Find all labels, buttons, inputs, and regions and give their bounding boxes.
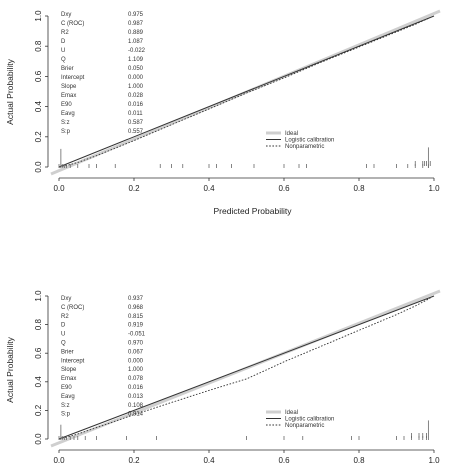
x-axis-title: Predicted Probability xyxy=(214,206,293,216)
stat-value: 0.557 xyxy=(128,129,144,135)
stat-value: -0.022 xyxy=(128,48,146,54)
nonparametric-line xyxy=(58,297,431,440)
x-tick-label: 0.8 xyxy=(353,456,365,465)
stat-value: 0.016 xyxy=(128,385,144,391)
stat-value: 0.028 xyxy=(128,93,144,99)
stat-value: 0.013 xyxy=(128,394,144,400)
y-tick-label: 0.8 xyxy=(34,318,43,330)
y-axis-title: Actual Probability xyxy=(5,336,15,402)
stat-value: 0.975 xyxy=(128,12,144,18)
stat-value: 1.109 xyxy=(128,57,144,63)
legend-entry: Ideal xyxy=(285,131,298,137)
stat-value: 0.016 xyxy=(128,102,144,108)
stat-label: R2 xyxy=(61,314,69,320)
legend-entry: Ideal xyxy=(285,410,298,416)
stat-label: S:p xyxy=(61,129,71,135)
y-tick-label: 0.6 xyxy=(34,347,43,359)
stat-value: 0.968 xyxy=(128,305,144,311)
x-tick-label: 0.6 xyxy=(278,184,290,193)
stat-label: S:z xyxy=(61,403,70,409)
stat-value: 0.919 xyxy=(128,323,144,329)
stat-value: 1.087 xyxy=(128,39,144,45)
stat-value: 0.987 xyxy=(128,21,144,27)
stat-value: 0.078 xyxy=(128,376,144,382)
x-tick-label: 0.2 xyxy=(128,184,140,193)
ideal-line xyxy=(50,9,441,176)
stat-label: Intercept xyxy=(61,75,85,81)
y-tick-label: 1.0 xyxy=(34,290,43,302)
stat-value: 0.000 xyxy=(128,358,144,364)
stat-value: 0.937 xyxy=(128,296,144,302)
stat-label: E90 xyxy=(61,102,72,108)
x-tick-label: 1.0 xyxy=(428,184,440,193)
stat-label: S:z xyxy=(61,120,70,126)
legend-entry: Logistic calibration xyxy=(285,417,334,423)
stat-label: Q xyxy=(61,341,66,347)
stat-value: 0.011 xyxy=(128,111,143,117)
y-tick-label: 0.8 xyxy=(34,40,43,52)
stat-label: D xyxy=(61,323,66,329)
stat-label: R2 xyxy=(61,30,69,36)
y-tick-label: 0.2 xyxy=(34,404,43,416)
y-axis-title: Actual Probability xyxy=(5,58,15,124)
stat-value: -0.051 xyxy=(128,332,146,338)
x-tick-label: 1.0 xyxy=(428,456,440,465)
stat-label: Q xyxy=(61,57,66,63)
x-tick-label: 0.0 xyxy=(53,456,65,465)
stat-label: C (ROC) xyxy=(61,305,84,311)
stat-label: E90 xyxy=(61,385,72,391)
stat-value: 0.050 xyxy=(128,66,144,72)
stat-label: C (ROC) xyxy=(61,21,84,27)
calibration-panel-2: 0.0 0.2 0.4 0.6 0.8 1.0 0.0 0.2 0.4 0.6 0.8 1.0 Actu… xyxy=(5,289,441,465)
ideal-line xyxy=(50,289,441,448)
stat-label: Eavg xyxy=(61,394,75,400)
stat-value: 0.108 xyxy=(128,403,144,409)
stat-value: 0.000 xyxy=(128,75,144,81)
stat-label: Slope xyxy=(61,84,77,90)
stat-label: Slope xyxy=(61,367,77,373)
legend-entry: Nonparametric xyxy=(285,144,324,150)
stat-value: 0.914 xyxy=(128,412,144,418)
nonparametric-line xyxy=(58,17,431,168)
x-tick-label: 0.6 xyxy=(278,456,290,465)
stat-label: Emax xyxy=(61,376,76,382)
stat-value: 0.067 xyxy=(128,349,144,355)
y-tick-label: 0.2 xyxy=(34,131,43,143)
stat-value: 1.000 xyxy=(128,367,144,373)
stat-label: D xyxy=(61,39,66,45)
stat-label: U xyxy=(61,332,65,338)
x-tick-label: 0.0 xyxy=(53,184,65,193)
stat-label: S:p xyxy=(61,412,71,418)
y-tick-label: 1.0 xyxy=(34,10,43,22)
stat-value: 0.815 xyxy=(128,314,144,320)
y-tick-label: 0.0 xyxy=(34,161,43,173)
calibration-panel-1: 0.0 0.2 0.4 0.6 0.8 1.0 0.0 0.2 0.4 0.6 0.8 1.0 Actu… xyxy=(5,9,441,216)
stat-value: 1.000 xyxy=(128,84,144,90)
y-tick-label: 0.0 xyxy=(34,433,43,445)
stat-label: Emax xyxy=(61,93,76,99)
x-tick-label: 0.4 xyxy=(203,456,215,465)
stat-label: Dxy xyxy=(61,296,71,302)
stat-label: Intercept xyxy=(61,358,85,364)
legend-entry: Nonparametric xyxy=(285,423,324,429)
stat-label: Dxy xyxy=(61,12,71,18)
x-tick-label: 0.2 xyxy=(128,456,140,465)
y-tick-label: 0.4 xyxy=(34,100,43,112)
stat-label: Brier xyxy=(61,349,74,355)
y-tick-label: 0.6 xyxy=(34,70,43,82)
stat-value: 0.889 xyxy=(128,30,144,36)
x-tick-label: 0.4 xyxy=(203,184,215,193)
legend-entry: Logistic calibration xyxy=(285,138,334,144)
stat-value: 0.970 xyxy=(128,341,144,347)
y-tick-label: 0.4 xyxy=(34,376,43,388)
stat-label: Eavg xyxy=(61,111,75,117)
x-tick-label: 0.8 xyxy=(353,184,365,193)
logistic-calibration-line xyxy=(58,15,435,168)
logistic-calibration-line xyxy=(58,295,435,440)
stat-value: 0.587 xyxy=(128,120,144,126)
stat-label: U xyxy=(61,48,65,54)
stat-label: Brier xyxy=(61,66,74,72)
